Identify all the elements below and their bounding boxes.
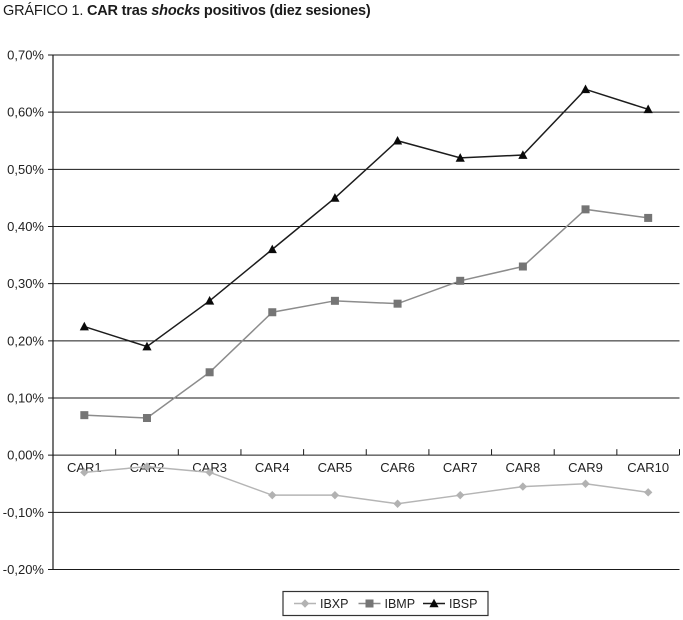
series-marker-diamond: [300, 599, 310, 608]
chart-title-suffix: positivos (diez sesiones): [200, 3, 371, 19]
series-marker-diamond: [330, 490, 340, 500]
x-category-label: CAR9: [568, 460, 603, 475]
chart-title: GRÁFICO 1. CAR tras shocks positivos (di…: [3, 3, 371, 19]
series-marker-square: [393, 299, 402, 308]
series-marker-square: [205, 368, 214, 377]
y-axis-tick-label: 0,20%: [7, 333, 44, 348]
series-marker-square: [80, 411, 89, 420]
series-marker-diamond: [393, 499, 402, 508]
series-marker-diamond: [456, 490, 465, 500]
x-category-label: CAR4: [255, 460, 290, 475]
series-line-ibsp: [84, 88, 649, 348]
legend-item-label: IBSP: [449, 597, 478, 611]
series-marker-square: [644, 213, 653, 222]
y-axis-tick-label: 0,40%: [7, 219, 44, 234]
series-marker-triangle: [518, 150, 528, 159]
series-marker-square: [581, 205, 590, 214]
x-category-label: CAR10: [627, 460, 669, 475]
x-category-label: CAR7: [443, 460, 478, 475]
series-marker-diamond: [518, 482, 528, 491]
series-marker-triangle: [330, 193, 340, 202]
series-marker-triangle: [643, 104, 653, 114]
series-marker-triangle: [79, 321, 89, 331]
legend-item-label: IBMP: [385, 597, 416, 611]
series-line-ibmp: [84, 208, 649, 419]
series-marker-triangle: [267, 244, 277, 254]
series-marker-square: [365, 599, 374, 608]
series-marker-square: [142, 414, 151, 423]
y-axis-tick-label: 0,10%: [7, 391, 44, 406]
x-category-label: CAR5: [318, 460, 353, 475]
series-marker-triangle: [429, 598, 439, 608]
y-axis-tick-label: 0,50%: [7, 162, 44, 177]
series-marker-triangle: [205, 296, 215, 305]
y-axis-tick-label: 0,00%: [7, 448, 44, 463]
series-marker-triangle: [142, 341, 152, 351]
y-axis-tick-label: -0,20%: [3, 562, 45, 577]
series-marker-diamond: [581, 479, 590, 488]
chart-title-main: CAR tras: [87, 3, 152, 19]
series-marker-square: [518, 262, 527, 271]
series-marker-triangle: [580, 84, 591, 94]
series-marker-square: [456, 276, 465, 285]
series-marker-diamond: [643, 488, 653, 497]
series-marker-square: [268, 308, 277, 317]
series-marker-diamond: [268, 490, 277, 500]
series-marker-diamond: [205, 468, 214, 477]
y-axis-tick-label: 0,30%: [7, 276, 44, 291]
chart-title-prefix: GRÁFICO 1.: [3, 3, 88, 19]
legend-box: [282, 590, 489, 617]
series-marker-triangle: [392, 135, 403, 145]
series-marker-square: [330, 296, 339, 305]
y-axis-tick-label: -0,10%: [3, 505, 45, 520]
chart-title-italic-word: shocks: [151, 3, 201, 19]
series-marker-diamond: [80, 468, 89, 477]
x-category-label: CAR8: [506, 460, 541, 475]
series-marker-triangle: [455, 153, 465, 162]
y-axis-tick-label: 0,70%: [7, 48, 44, 63]
series-line-ibxp: [84, 465, 649, 505]
series-marker-diamond: [142, 462, 152, 471]
x-category-label: CAR6: [380, 460, 415, 475]
y-axis-tick-label: 0,60%: [7, 105, 44, 120]
legend-item-label: IBXP: [320, 597, 349, 611]
